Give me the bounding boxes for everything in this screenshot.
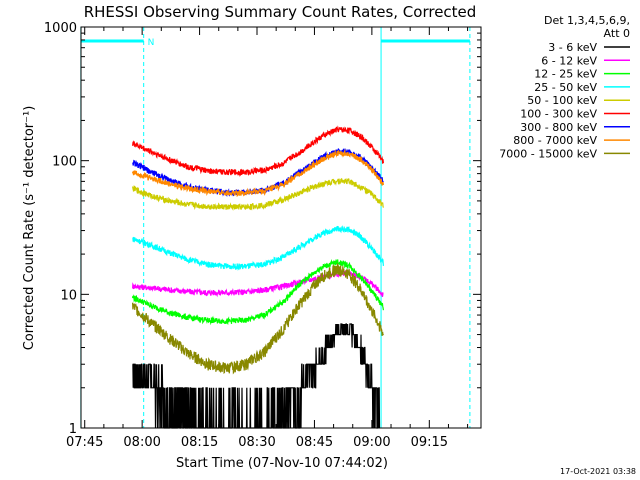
legend-label: 3 - 6 keV [548,41,597,54]
axes-layer: 1 10 100 1000 07:45 08:00 08:15 08:30 08:45 09:00… [44,21,482,450]
series-line-12-25-kev [132,258,384,326]
night-flag-label: N [148,38,155,48]
y-tick-label: 100 [52,155,77,170]
y-tick-label: 10 [60,288,77,303]
x-tick-label: 09:15 [411,435,448,450]
series-line-800-7000-kev [132,148,384,198]
x-tick-label: 08:30 [238,435,275,450]
x-tick-label: 07:45 [66,435,103,450]
x-axis-label: Start Time (07-Nov-10 07:44:02) [176,456,388,471]
series-line-100-300-kev [132,125,384,177]
x-tick-label: 08:15 [181,435,218,450]
legend-label: 25 - 50 keV [534,81,597,94]
legend-detectors: Det 1,3,4,5,6,9, [544,14,630,27]
x-tick-label: 09:00 [353,435,390,450]
legend-label: 100 - 300 keV [520,108,597,121]
series-line-6-12-kev [132,270,384,298]
series-line-7000-15000-kev [132,263,384,375]
legend-label: 6 - 12 keV [541,54,597,67]
y-axis-label: Corrected Count Rate (s⁻¹ detector⁻¹) [22,106,37,351]
render-timestamp: 17-Oct-2021 03:38 [560,467,636,476]
legend-label: 800 - 7000 keV [513,134,597,147]
series-line-50-100-kev [132,177,384,211]
x-tick-label: 08:45 [296,435,333,450]
series-line-25-50-kev [132,225,384,271]
legend-label: 300 - 800 keV [520,121,597,134]
legend-label: 50 - 100 keV [527,94,597,107]
y-tick-label: 1000 [44,21,77,36]
x-tick-label: 08:00 [123,435,160,450]
legend-attenuator: Att 0 [604,27,630,40]
legend-label: 7000 - 15000 keV [499,147,597,160]
y-tick-label: 1 [69,422,77,437]
chart-title: RHESSI Observing Summary Count Rates, Co… [84,3,477,21]
plot-frame [80,26,482,429]
legend-label: 12 - 25 keV [534,68,597,81]
